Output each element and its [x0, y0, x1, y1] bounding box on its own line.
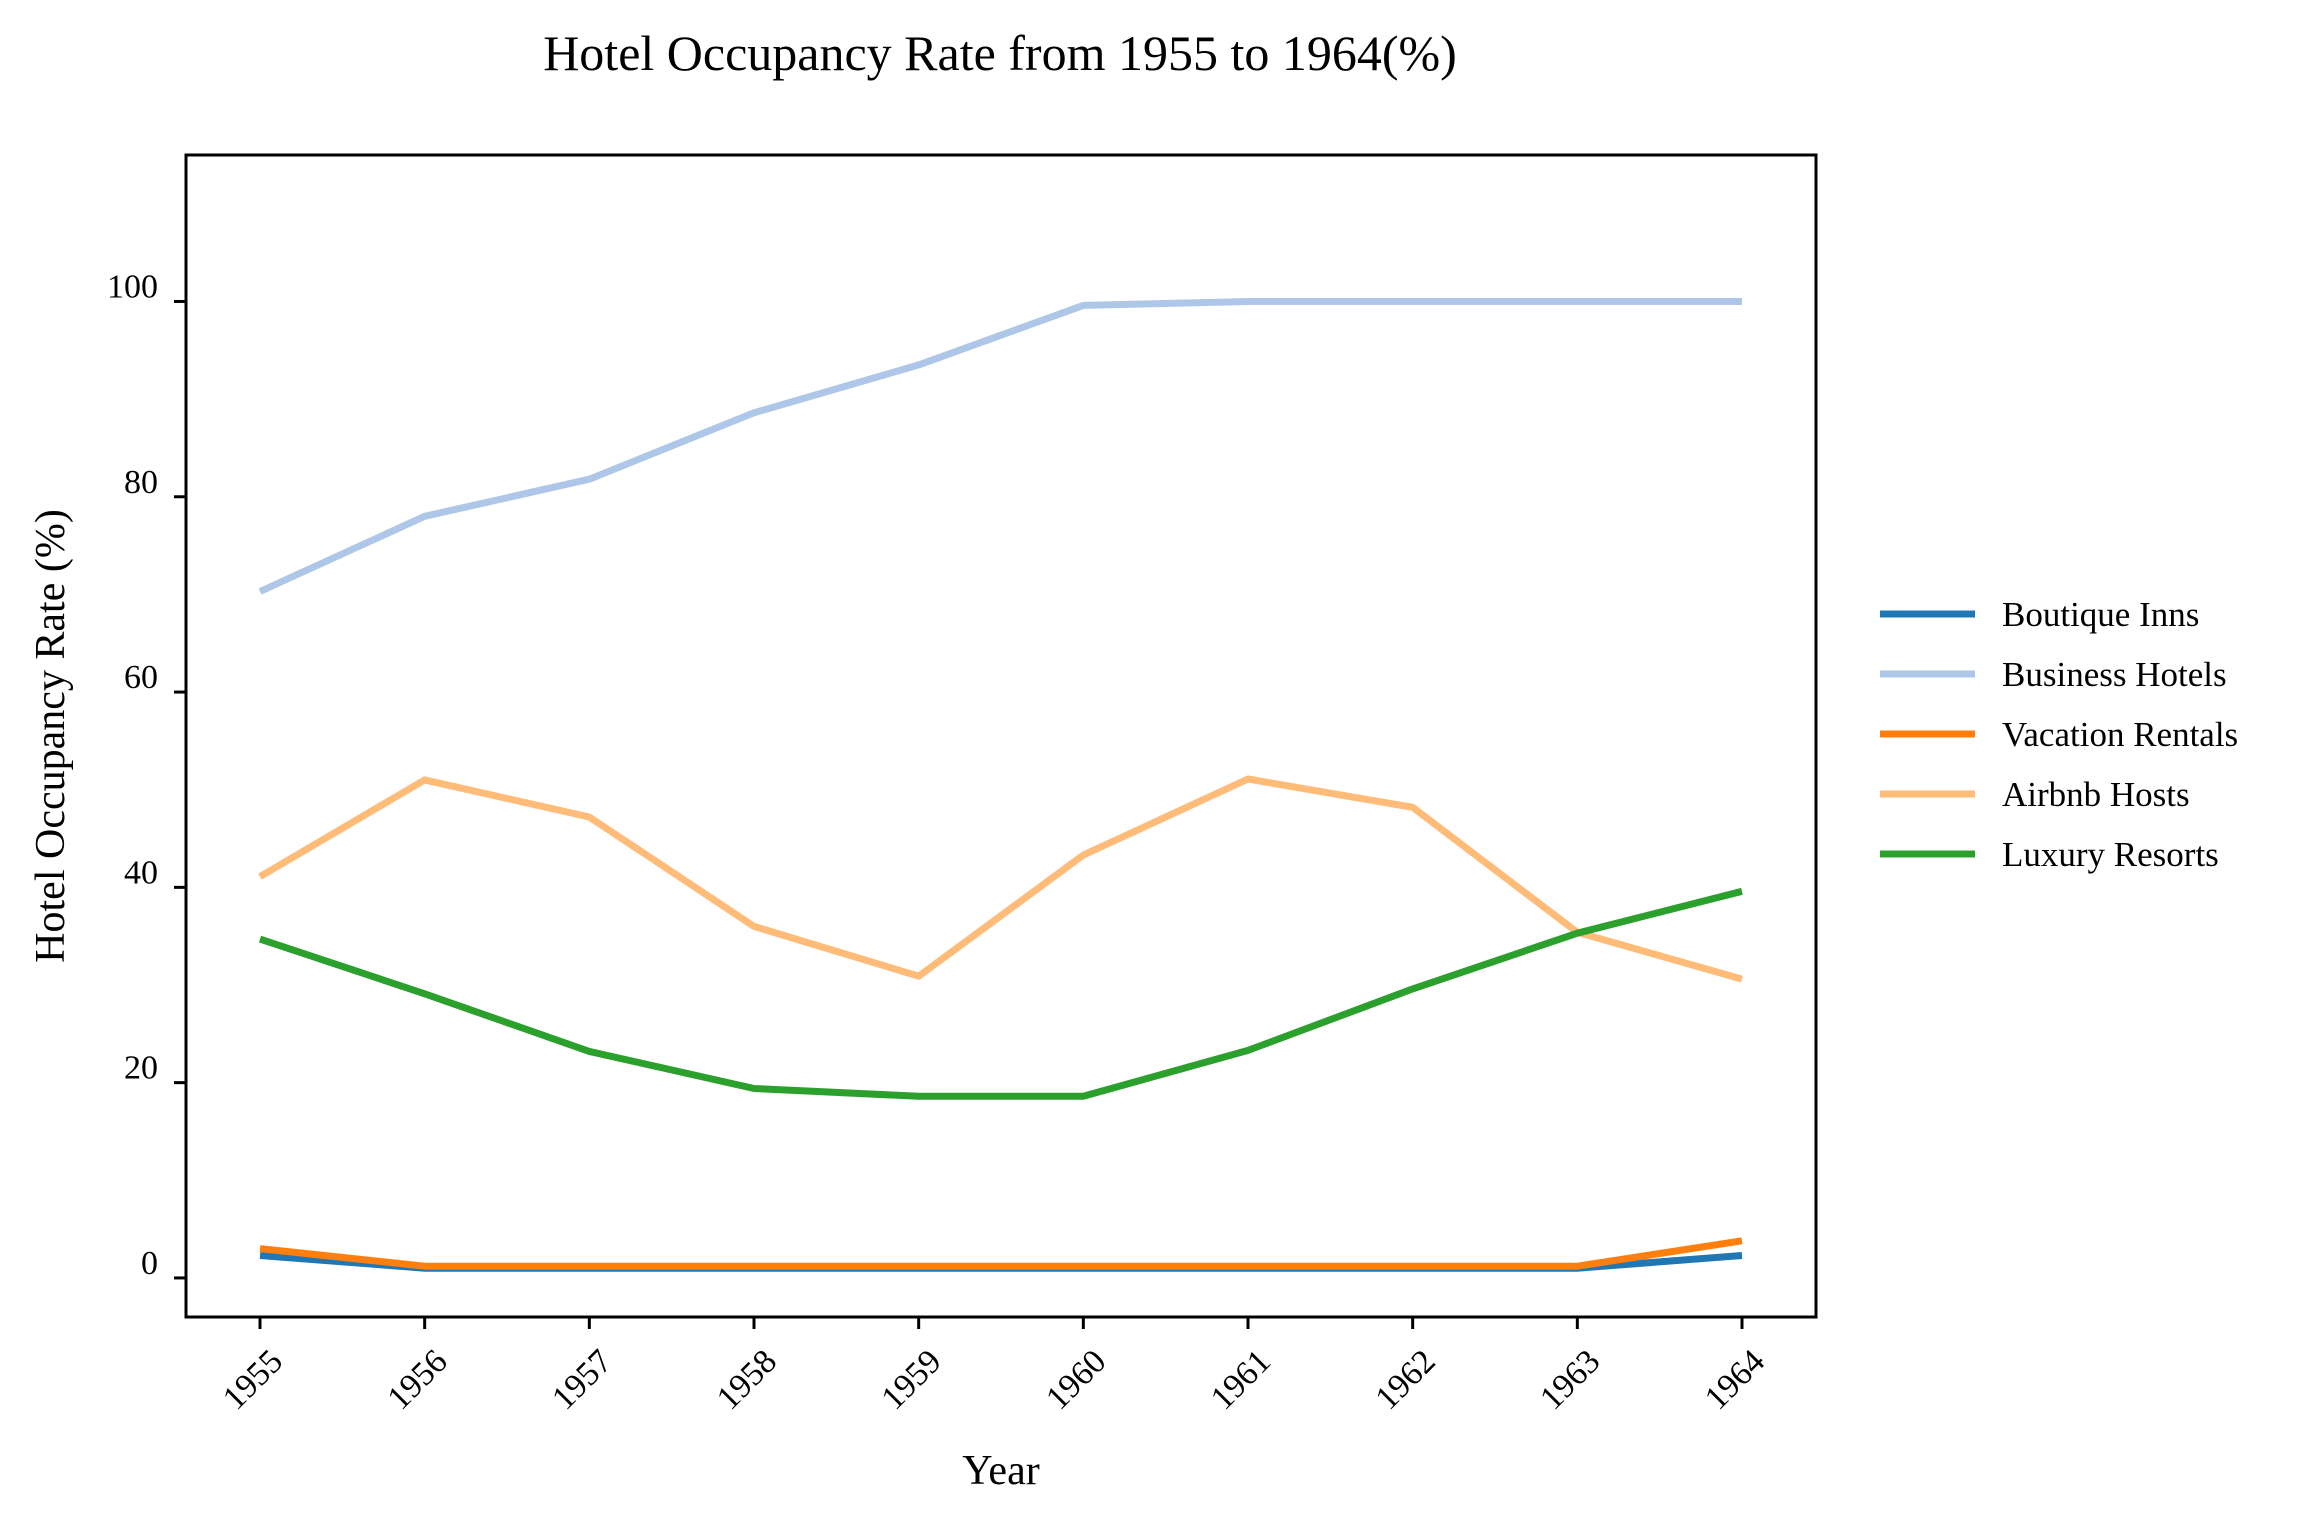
x-tick-label: 1960 [1039, 1343, 1113, 1417]
x-axis: 1955 1956 1957 1958 1959 1960 1961 1962 1963 1964 [216, 1317, 1772, 1417]
legend: Boutique Inns Business Hotels Vacation Ren… [1880, 595, 2238, 874]
y-tick-label: 0 [141, 1245, 158, 1282]
series-line-luxury-resorts [258, 887, 1743, 1100]
series-line-business-hotels [258, 298, 1742, 595]
series-line-airbnb-hosts [258, 775, 1743, 983]
legend-label-luxury-resorts: Luxury Resorts [2002, 835, 2219, 874]
y-axis-label: Hotel Occupancy Rate (%) [28, 509, 74, 963]
series-layer [258, 298, 1743, 1272]
y-tick-label: 80 [124, 464, 158, 501]
series-line-vacation-rentals [259, 1237, 1743, 1270]
x-tick-label: 1957 [545, 1343, 619, 1417]
x-tick-label: 1955 [216, 1343, 290, 1417]
y-axis: 0 20 40 60 80 100 [107, 268, 186, 1282]
y-tick-label: 40 [124, 854, 158, 891]
x-tick-label: 1959 [874, 1343, 948, 1417]
legend-label-vacation-rentals: Vacation Rentals [2002, 715, 2238, 754]
y-tick-label: 100 [107, 268, 158, 305]
x-tick-label: 1963 [1533, 1343, 1607, 1417]
y-tick-label: 20 [124, 1050, 158, 1087]
x-axis-label: Year [962, 1448, 1039, 1494]
y-tick-label: 60 [124, 659, 158, 696]
legend-label-business-hotels: Business Hotels [2002, 655, 2227, 694]
x-tick-label: 1958 [710, 1343, 784, 1417]
x-tick-label: 1962 [1368, 1343, 1442, 1417]
plot-frame [184, 153, 1818, 1319]
x-tick-label: 1961 [1204, 1343, 1278, 1417]
x-tick-label: 1956 [380, 1343, 454, 1417]
x-tick-label: 1964 [1698, 1343, 1772, 1417]
legend-label-airbnb-hosts: Airbnb Hosts [2002, 775, 2190, 814]
chart-title: Hotel Occupancy Rate from 1955 to 1964(%… [543, 25, 1457, 81]
legend-label-boutique-inns: Boutique Inns [2002, 595, 2199, 634]
